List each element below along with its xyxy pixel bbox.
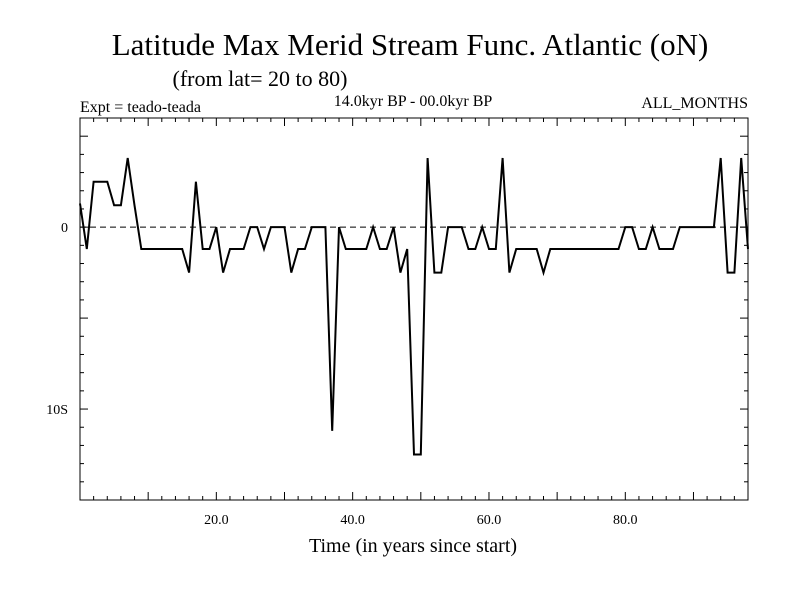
x-axis-label: Time (in years since start) [309,535,517,557]
y-tick-label: 10S [46,403,68,418]
months-label: ALL_MONTHS [641,95,748,112]
chart-title: Latitude Max Merid Stream Func. Atlantic… [112,27,709,62]
series [79,157,749,456]
x-tick-label: 60.0 [477,513,502,528]
period-label: 14.0kyr BP - 00.0kyr BP [334,93,493,110]
experiment-label: Expt = teado-teada [80,99,201,116]
plot-frame [79,117,749,501]
x-tick-label: 40.0 [340,513,365,528]
chart-subtitle: (from lat= 20 to 80) [173,66,348,91]
x-tick-label: 80.0 [613,513,638,528]
axes [79,117,749,501]
series-line [79,157,749,456]
y-tick-label: 0 [61,221,68,236]
tick-marks [80,118,748,500]
tick-labels: 20.0 40.0 60.0 80.0 0 10S [46,221,637,528]
x-tick-label: 20.0 [204,513,229,528]
